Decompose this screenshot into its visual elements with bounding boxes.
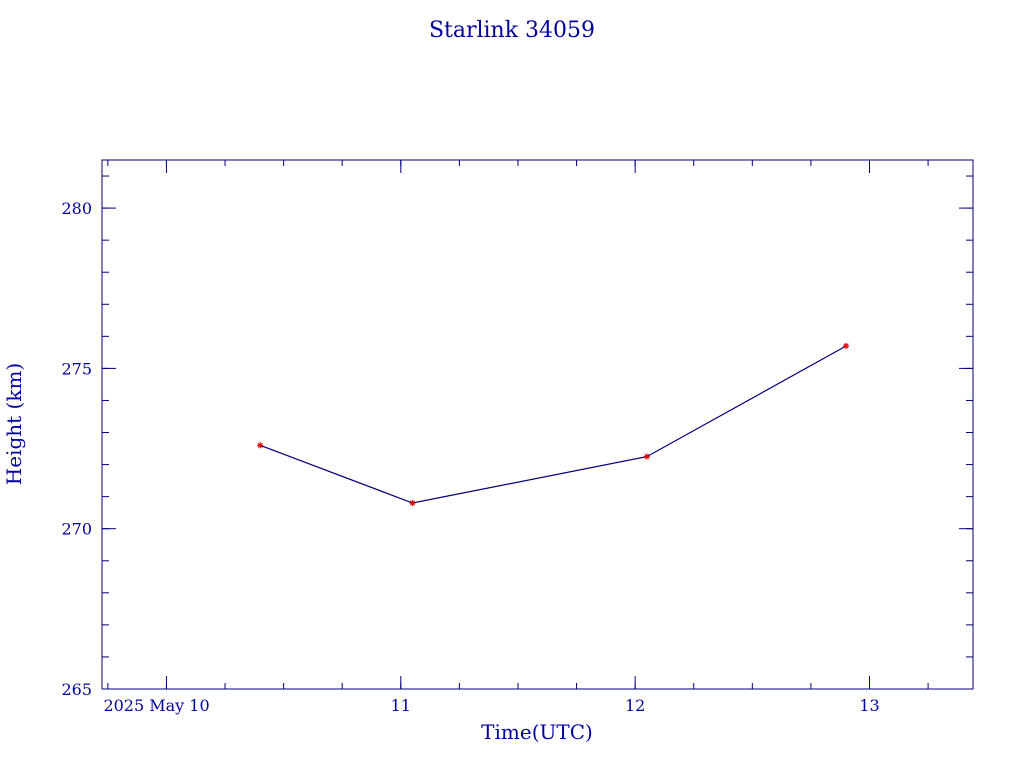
x-tick-label: 2025 May 10: [103, 696, 209, 715]
y-tick-label: 265: [61, 680, 92, 699]
x-tick-label: 12: [625, 696, 645, 715]
chart-title: Starlink 34059: [429, 18, 595, 43]
axis-ticks: [102, 160, 973, 690]
data-point: [257, 442, 264, 449]
plot-frame: [101, 159, 974, 690]
y-tick-label: 275: [61, 359, 92, 378]
data-point: [409, 500, 416, 507]
x-tick-label: 11: [391, 696, 411, 715]
x-axis-title: Time(UTC): [481, 720, 593, 744]
y-axis-title: Height (km): [2, 363, 26, 485]
series-group: [257, 342, 850, 507]
data-point: [843, 342, 850, 349]
series-line: [259, 345, 847, 504]
data-point: [643, 453, 650, 460]
x-tick-label: 13: [859, 696, 879, 715]
y-tick-label: 270: [61, 520, 92, 539]
y-tick-label: 280: [61, 199, 92, 218]
tick-labels: 2025 May 10 11 12 13 265 270 275 280: [61, 199, 879, 715]
